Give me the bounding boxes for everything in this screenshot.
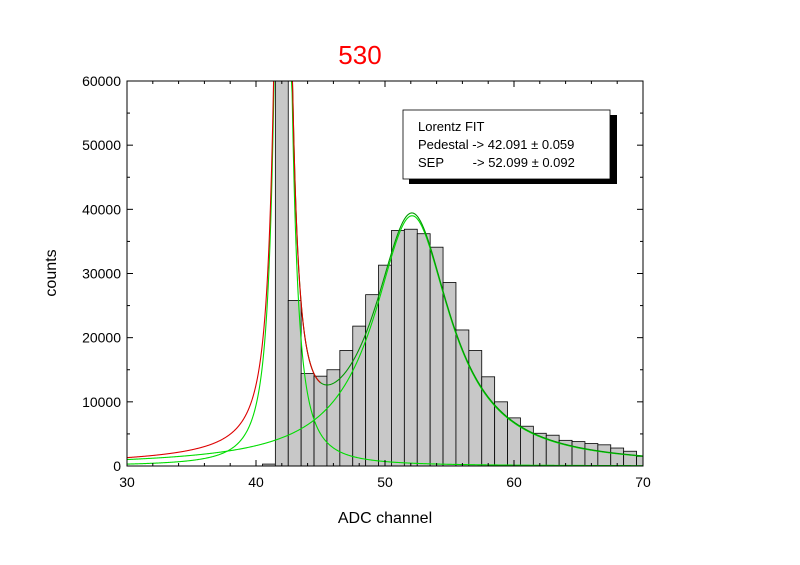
axis-ticks: [126, 80, 644, 467]
y-tick-label: 50000: [82, 137, 121, 153]
histogram-bar: [274, 81, 289, 466]
histogram-bar: [300, 373, 315, 466]
x-tick-label: 40: [248, 474, 264, 490]
histogram-bar: [584, 443, 599, 466]
histogram-bar: [403, 228, 418, 466]
y-tick-label: 60000: [82, 73, 121, 89]
y-tick-label: 0: [113, 458, 121, 474]
histogram-bar: [365, 294, 379, 466]
histogram-bar: [391, 230, 405, 466]
fit-box-pedestal: Pedestal -> 42.091 ± 0.059: [418, 137, 574, 152]
histogram-bar: [326, 369, 341, 466]
y-tick-label: 20000: [82, 330, 121, 346]
fit-curve-lorentz-sum: [279, 81, 643, 457]
x-axis-title: ADC channel: [338, 510, 432, 527]
histogram-bar: [416, 233, 431, 466]
fit-box-heading: Lorentz FIT: [418, 119, 485, 134]
histogram-bar: [339, 350, 354, 466]
x-tick-label: 60: [506, 474, 522, 490]
histogram-bar: [597, 444, 612, 466]
histogram-bar: [313, 375, 328, 466]
fit-curve-lorentz: [127, 215, 643, 461]
histogram-bar: [442, 282, 457, 466]
y-axis-title: counts: [43, 249, 60, 296]
axis-tick-labels: 30 40 50 60 70 0 10000 20000 30000 40000 50000 6000…: [82, 73, 651, 490]
fit-box-panel: [402, 109, 611, 180]
histogram-bar: [571, 441, 586, 466]
fit-box-sep: SEP -> 52.099 ± 0.092: [418, 155, 575, 170]
fit-curve-lorentz-sum: [127, 81, 321, 459]
histogram-bar: [429, 246, 444, 466]
chart-title: 530: [338, 40, 381, 70]
x-tick-label: 50: [377, 474, 393, 490]
x-tick-label: 30: [119, 474, 135, 490]
histogram-bar: [623, 450, 637, 466]
fit-result-box: Lorentz FIT Pedestal -> 42.091 ± 0.059 S…: [402, 109, 617, 184]
y-tick-label: 40000: [82, 201, 121, 217]
y-tick-label: 30000: [82, 266, 121, 282]
x-tick-label: 70: [635, 474, 651, 490]
y-tick-label: 10000: [82, 394, 121, 410]
histogram-bar: [287, 300, 302, 466]
